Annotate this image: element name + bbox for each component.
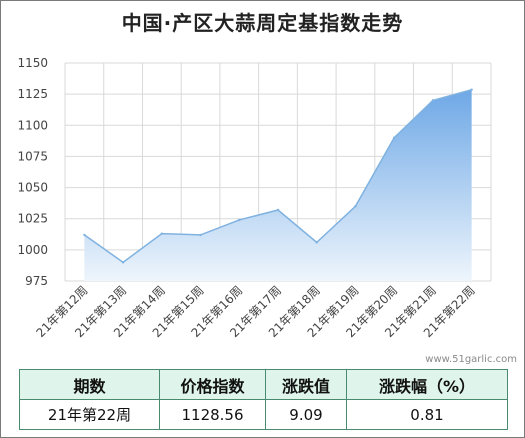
cell-price-index: 1128.56 <box>159 399 266 430</box>
watermark: www.51garlic.com <box>425 354 517 365</box>
data-point <box>199 233 202 237</box>
y-tick-label: 1000 <box>17 243 48 257</box>
cell-change-percent: 0.81 <box>346 399 508 430</box>
y-tick-label: 1100 <box>17 118 48 132</box>
summary-data-row: 21年第22周 1128.56 9.09 0.81 <box>19 399 508 430</box>
header-period: 期数 <box>19 369 160 400</box>
data-point <box>83 233 86 237</box>
header-change-percent: 涨跌幅（%） <box>346 369 508 400</box>
y-tick-label: 1075 <box>17 149 48 163</box>
data-point <box>276 208 280 212</box>
header-change-value: 涨跌值 <box>265 369 347 400</box>
data-point <box>121 261 125 264</box>
data-point <box>431 99 435 102</box>
cell-change-value: 9.09 <box>265 399 347 430</box>
area-fill <box>84 89 472 281</box>
cell-period: 21年第22周 <box>19 399 160 430</box>
y-tick-label: 1050 <box>17 181 48 195</box>
data-point <box>470 88 473 91</box>
y-tick-label: 975 <box>25 274 48 288</box>
data-point <box>354 205 357 208</box>
summary-table: 期数 价格指数 涨跌值 涨跌幅（%） 21年第22周 1128.56 9.09 … <box>19 369 508 430</box>
index-area-chart: 975100010251050107511001125115021年第12周21… <box>17 56 492 340</box>
y-tick-label: 1150 <box>17 56 48 70</box>
data-point <box>392 136 396 139</box>
data-point <box>238 218 241 222</box>
data-point <box>315 241 318 244</box>
data-point <box>160 232 164 235</box>
y-tick-label: 1025 <box>17 212 48 226</box>
summary-header-row: 期数 价格指数 涨跌值 涨跌幅（%） <box>19 369 508 400</box>
chart-title: 中国·产区大蒜周定基指数走势 <box>121 11 404 35</box>
header-price-index: 价格指数 <box>159 369 266 400</box>
y-tick-label: 1125 <box>17 87 48 101</box>
